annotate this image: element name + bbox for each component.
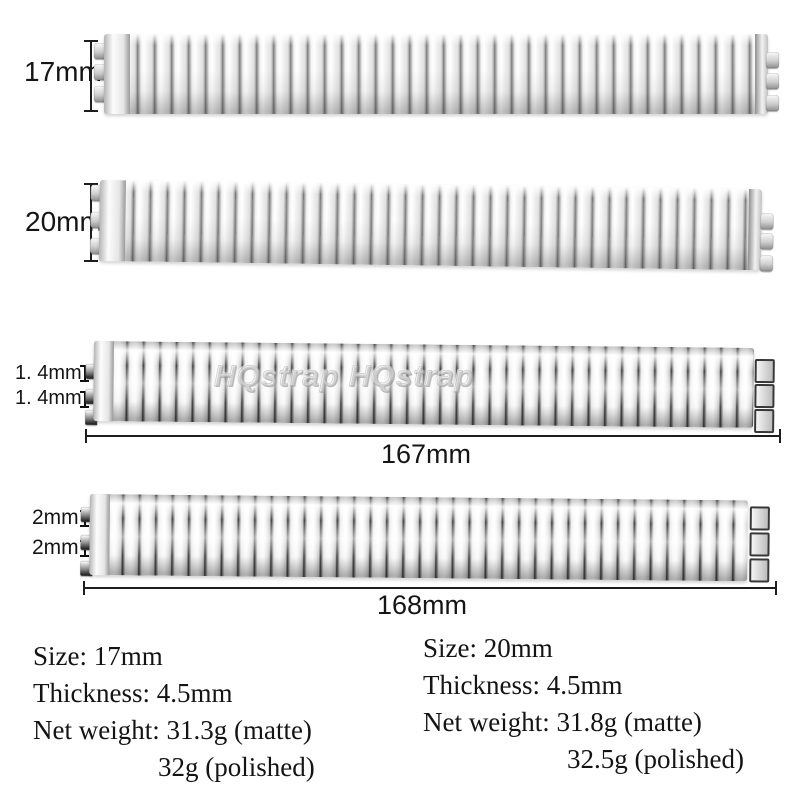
spec-weight-20mm: Net weight: 31.8g (matte): [423, 707, 702, 737]
spec-thickness-20mm: Thickness: 4.5mm: [423, 670, 623, 700]
end-prong: [749, 558, 770, 583]
spec-weight2-20mm: 32.5g (polished): [567, 744, 744, 774]
end-prong: [760, 233, 774, 250]
spec-weight-17mm: Net weight: 31.3g (matte): [33, 715, 312, 745]
length-label-168mm: 168mm: [377, 590, 468, 620]
end-prong: [749, 532, 770, 557]
spec-size-20mm: Size: 20mm: [423, 633, 553, 663]
prong-label-1-4mm-bottom: 1. 4mm: [15, 387, 82, 409]
band-168mm: [80, 494, 770, 583]
band-endcap: [755, 34, 768, 114]
prong-label-2mm-top: 2mm: [32, 506, 79, 529]
end-prong: [94, 64, 107, 80]
band-links: [104, 34, 768, 114]
band-17mm: [94, 34, 779, 114]
spec-block-20mm: Size: 20mm Thickness: 4.5mm Net weight: …: [423, 630, 744, 778]
watermark-text: HQstrap HQstrap: [213, 360, 475, 394]
end-prong: [760, 213, 774, 230]
prong-tick-mark: [80, 391, 89, 408]
end-prong: [766, 52, 779, 68]
end-prong: [749, 506, 770, 531]
spec-block-17mm: Size: 17mm Thickness: 4.5mm Net weight: …: [33, 638, 315, 786]
prong-tick-mark: [80, 365, 89, 382]
end-prong: [754, 358, 775, 384]
end-prong: [759, 255, 774, 272]
band-endcap: [93, 341, 114, 422]
dimension-line-167mm: [85, 429, 781, 443]
band-endcap: [98, 180, 126, 262]
band-endcap: [89, 494, 110, 576]
prong-label-1-4mm-top: 1. 4mm: [15, 362, 82, 384]
end-prong: [94, 86, 107, 102]
dimension-line-168mm: [83, 581, 777, 595]
band-links: [89, 494, 748, 582]
length-label-167mm: 167mm: [381, 439, 472, 469]
band-links: [98, 180, 762, 271]
spec-thickness-17mm: Thickness: 4.5mm: [33, 678, 233, 708]
spec-size-17mm: Size: 17mm: [33, 641, 163, 671]
band-endcap: [104, 34, 130, 114]
end-prong: [766, 95, 779, 111]
prong-label-2mm-bottom: 2mm: [32, 536, 79, 559]
end-prong: [766, 73, 779, 89]
end-prong: [94, 43, 107, 59]
band-20mm: [89, 180, 774, 272]
end-prong: [754, 383, 775, 409]
spec-weight2-17mm: 32g (polished): [158, 752, 315, 782]
